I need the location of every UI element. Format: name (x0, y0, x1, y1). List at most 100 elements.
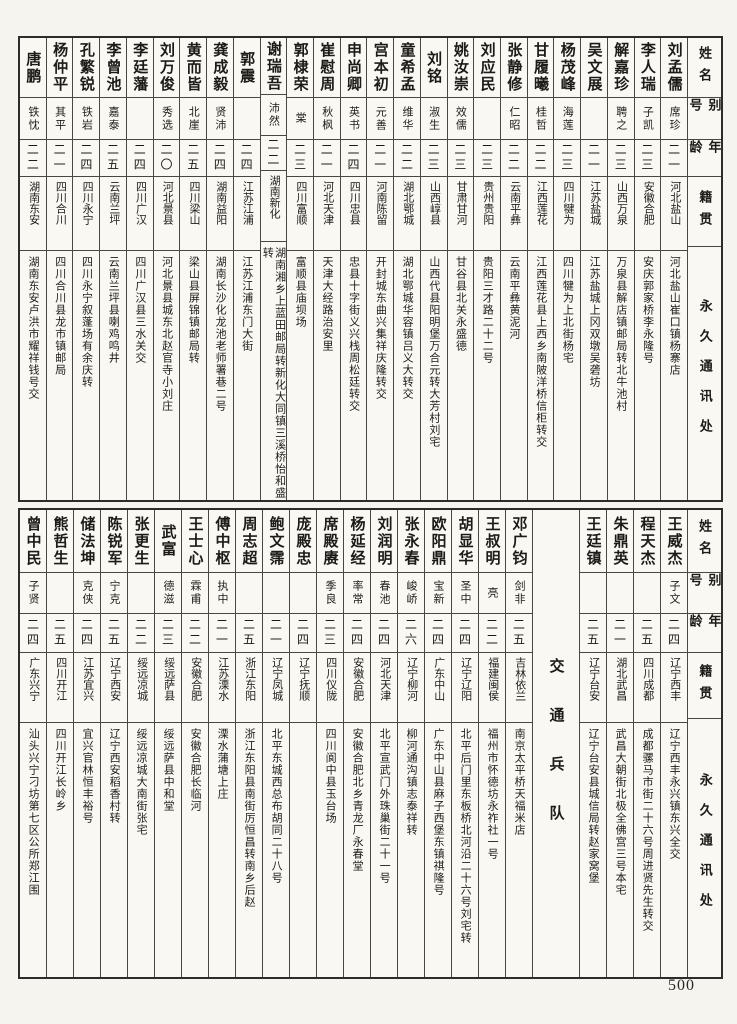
person-name-cell: 王威杰 (661, 510, 687, 573)
person-address-cell: 甘谷县北关永盛德 (448, 251, 474, 500)
person-address: 忠县十字街义兴栈周松廷转交 (347, 256, 360, 412)
person-alias-cell: 子贤 (20, 573, 46, 614)
person-name-cell: 郭棣荣 (287, 38, 313, 98)
person-alias: 席珍 (668, 105, 681, 132)
person-address-cell: 四川永宁叙蓬场有余庆转 (73, 251, 99, 500)
person-alias-cell: 季良 (317, 573, 343, 614)
person-column: 杨仲平 其平 二一 四川合川 四川合川县龙市镇邮局 (45, 38, 73, 500)
person-address-cell: 北平东城西总布胡同二十八号 (263, 723, 289, 977)
person-name-cell: 张更生 (128, 510, 154, 573)
person-name-cell: 甘履曦 (527, 38, 554, 98)
person-name-cell: 储法坤 (74, 510, 100, 573)
section-divider-column: 交通兵队 (532, 510, 579, 977)
person-name-cell: 刘应民 (474, 38, 500, 98)
person-address: 辽宁台安县城信局转赵家窝堡 (587, 728, 600, 884)
person-age: 二五 (106, 618, 121, 648)
person-age-cell: 二四 (661, 614, 687, 653)
person-address-cell: 辽宁台安县城信局转赵家窝堡 (580, 723, 606, 977)
person-name-cell: 傅中枢 (209, 510, 235, 573)
person-age-cell: 二二 (500, 140, 527, 177)
person-alias-cell (236, 573, 262, 614)
person-name: 王叔明 (483, 515, 500, 567)
person-name: 张静修 (505, 42, 522, 93)
person-age-cell: 二六 (398, 614, 424, 653)
person-alias-cell: 宁克 (101, 573, 127, 614)
person-alias: 贤沛 (213, 105, 226, 132)
person-address: 浙江东阳县南街厉恒昌转南乡后赵 (243, 728, 256, 908)
person-origin: 湖南东安 (27, 181, 40, 225)
person-age-cell: 二二 (527, 140, 554, 177)
person-origin: 绥远凉城 (135, 657, 148, 701)
person-alias-cell: 秀选 (153, 98, 180, 140)
person-name: 王威杰 (665, 515, 682, 567)
person-alias-cell: 效儒 (447, 98, 474, 140)
person-origin: 河南陈留 (375, 181, 388, 225)
person-address-cell: 湖北鄂城华容镇吕义大转交 (394, 251, 420, 500)
person-name: 刘万俊 (157, 42, 174, 93)
person-address-cell: 北平宣武门外珠巢街二十一号 (371, 723, 397, 977)
person-origin: 辽宁辽阳 (459, 657, 472, 701)
person-origin-cell: 四川成都 (634, 653, 660, 723)
person-address-cell: 江苏江浦东门大街 (234, 251, 260, 500)
header-address-text: 永久通讯处 (697, 773, 713, 923)
person-age: 二三 (613, 143, 628, 173)
person-alias-cell: 剑非 (506, 573, 532, 614)
person-address-cell: 湖南长沙化龙池老师署巷二号 (207, 251, 233, 500)
person-origin-cell: 云南平彝 (500, 177, 527, 251)
person-alias-cell: 率常 (344, 573, 370, 614)
person-age: 二五 (241, 618, 256, 648)
person-origin-cell: 湖北鄂城 (394, 177, 420, 251)
person-address-cell: 湖南湘乡上蓝田邮局转新化大同镇三溪桥怡和盛转 (261, 242, 287, 500)
header-alias-text: 别号 (688, 573, 721, 595)
person-name: 傅中枢 (213, 515, 230, 567)
person-age-cell: 二五 (634, 614, 660, 653)
person-name: 欧阳鼎 (429, 515, 446, 567)
person-age: 二五 (639, 618, 654, 648)
person-name-cell: 张静修 (500, 38, 527, 98)
person-alias: 亮 (486, 586, 498, 600)
person-address-cell: 四川犍为上北街杨宅 (554, 251, 580, 500)
person-address: 云南平彝黄泥河 (507, 256, 520, 340)
person-alias: 维华 (400, 105, 413, 132)
person-alias-cell (233, 98, 260, 140)
person-alias: 沛然 (267, 102, 280, 129)
person-origin-cell: 山西崞县 (420, 177, 447, 251)
person-origin-cell: 江苏江浦 (233, 177, 260, 251)
person-column: 李廷藩 二四 四川广汉 四川广汉县三水关交 (125, 38, 153, 500)
person-origin: 江苏盐城 (588, 181, 601, 225)
person-age-cell: 二四 (452, 614, 478, 653)
person-address: 湖南东安卢洪市耀祥钱号交 (27, 256, 40, 400)
person-address: 四川合川县龙市镇邮局 (53, 256, 66, 376)
person-name: 甘履曦 (532, 42, 549, 93)
person-origin: 安徽合肥 (189, 657, 202, 701)
person-origin-cell: 湖北武昌 (607, 653, 633, 723)
person-age-cell: 二三 (634, 140, 661, 177)
person-name: 姚汝崇 (451, 42, 468, 93)
person-origin-cell: 四川永宁 (73, 177, 100, 251)
person-name: 杨延经 (348, 515, 365, 567)
person-origin-cell: 湖南益阳 (207, 177, 233, 251)
person-origin: 江苏宜兴 (81, 657, 94, 701)
person-address: 南京太平桥天福米店 (513, 728, 526, 836)
person-origin-cell: 山西万泉 (607, 177, 634, 251)
person-alias: 率常 (351, 580, 363, 606)
person-age: 二二 (399, 143, 414, 173)
person-alias-cell: 聘之 (607, 98, 634, 140)
person-alias-cell: 霖甫 (182, 573, 208, 614)
person-name: 刘应民 (478, 42, 495, 93)
person-alias: 子凯 (641, 105, 654, 132)
person-alias: 克侠 (81, 580, 93, 606)
person-age-cell: 二三 (317, 614, 343, 653)
person-age-cell: 二三 (287, 140, 313, 177)
person-alias: 桂哲 (534, 105, 547, 132)
person-name-cell: 杨延经 (344, 510, 370, 573)
person-name: 唐鹏 (24, 50, 41, 85)
person-age-cell: 二四 (126, 140, 153, 177)
person-name-cell: 崔慰周 (313, 38, 340, 98)
person-alias: 峻峤 (405, 580, 417, 606)
person-alias-cell (581, 98, 607, 140)
person-alias-cell: 北崖 (180, 98, 207, 140)
person-age-cell: 二一 (661, 140, 687, 177)
person-alias: 剑非 (513, 580, 525, 606)
person-column: 李曾池 嘉泰 二五 云南兰坪 云南兰坪县喇鸡鸣井 (99, 38, 126, 500)
